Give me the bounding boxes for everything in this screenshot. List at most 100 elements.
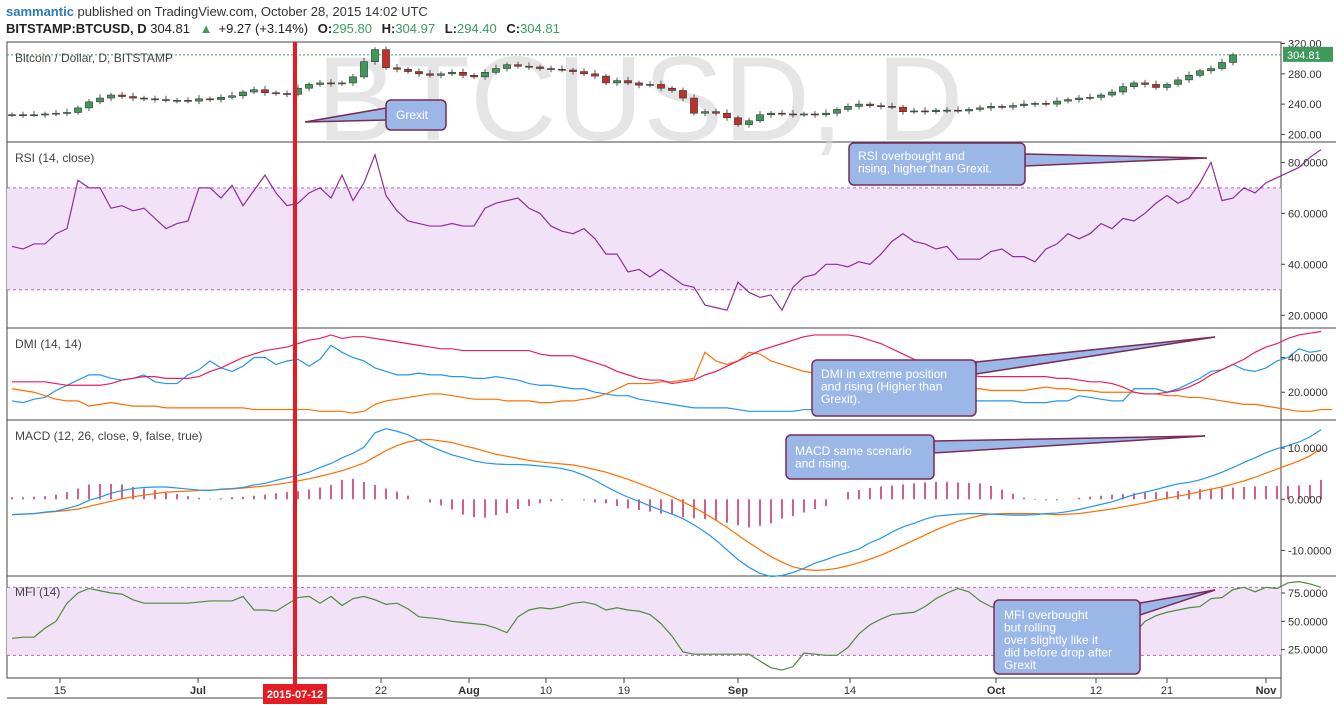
author-link[interactable]: sammantic <box>6 4 74 19</box>
y-tick-label: 0.0000 <box>1288 494 1322 506</box>
candle <box>338 82 346 85</box>
candle <box>800 113 808 116</box>
pane-title: MACD (12, 26, close, 9, false, true) <box>15 429 202 443</box>
callout-text: but rolling <box>1004 621 1056 635</box>
candle <box>261 89 269 94</box>
candle <box>1174 79 1182 85</box>
candle <box>492 68 500 73</box>
candle <box>272 92 280 95</box>
candle <box>107 94 115 99</box>
candle <box>954 109 962 112</box>
candle <box>283 93 291 95</box>
callout-text: over slightly like it <box>1004 633 1099 647</box>
candle <box>228 95 236 98</box>
candle <box>371 49 379 62</box>
candle <box>217 97 225 100</box>
dmi-minus-line <box>11 351 1332 414</box>
callout-text: RSI overbought and <box>858 149 965 163</box>
pane-title: RSI (14, close) <box>15 151 94 165</box>
y-tick-label: 25.0000 <box>1288 645 1328 657</box>
candle <box>52 112 60 115</box>
candle <box>415 71 423 75</box>
candle <box>844 106 852 110</box>
candle <box>481 72 489 78</box>
candle <box>327 82 335 85</box>
callout-box <box>993 599 1141 675</box>
macd-line <box>11 428 1322 578</box>
candle <box>778 112 786 115</box>
candle <box>756 114 764 122</box>
dmi-plus-line <box>11 344 1322 412</box>
x-tick-label: Aug <box>458 685 479 697</box>
x-tick-label: 19 <box>618 685 630 697</box>
x-tick-label: Oct <box>987 685 1006 697</box>
candle <box>1108 91 1116 96</box>
candle <box>437 73 445 76</box>
candle <box>525 65 533 68</box>
y-tick-label: 60.0000 <box>1288 208 1328 220</box>
x-tick-label: Jul <box>190 685 206 697</box>
candle <box>1086 97 1094 99</box>
candle <box>162 99 170 101</box>
symbol-label: BITSTAMP:BTCUSD, D <box>6 21 147 36</box>
rsi-band <box>7 187 1281 290</box>
x-tick-label: 12 <box>1090 685 1102 697</box>
candle <box>822 112 830 116</box>
callout-pointer <box>933 435 1206 454</box>
candle <box>1185 75 1193 81</box>
candle <box>195 98 203 102</box>
last-price: 304.81 <box>150 21 190 36</box>
event-marker-date: 2015-07-12 <box>267 689 323 701</box>
y-tick-label: 40.0000 <box>1288 353 1328 365</box>
change-up-icon: ▲ <box>199 21 213 36</box>
candle <box>360 61 368 78</box>
publish-text: published on TradingView.com, October 28… <box>77 4 428 19</box>
callout-box <box>785 434 935 480</box>
y-tick-label: -10.0000 <box>1288 545 1331 557</box>
candle <box>173 100 181 102</box>
candle <box>30 114 38 117</box>
x-tick-label: 14 <box>844 685 856 697</box>
candle <box>1163 84 1171 88</box>
candle <box>151 98 159 101</box>
candle <box>569 69 577 72</box>
x-tick-label: 22 <box>375 685 387 697</box>
open-value: 295.80 <box>332 21 372 36</box>
candle <box>998 106 1006 108</box>
candle <box>85 101 93 109</box>
candle <box>1020 103 1028 106</box>
callout-box <box>811 359 977 417</box>
callout-box <box>848 142 1026 186</box>
callout-text: DMI in extreme position <box>821 367 947 381</box>
candle <box>536 66 544 69</box>
candle <box>1042 103 1050 105</box>
candle <box>668 87 676 91</box>
candle <box>1218 62 1226 69</box>
candle <box>1064 99 1072 102</box>
candle <box>613 80 621 84</box>
candle <box>63 112 71 114</box>
y-tick-label: 20.0000 <box>1288 310 1328 322</box>
callout-text: and rising. <box>795 457 850 471</box>
y-tick-label: 50.0000 <box>1288 616 1328 628</box>
candle <box>855 103 863 107</box>
candle <box>118 94 126 97</box>
adx-line <box>12 330 1322 395</box>
candle <box>965 109 973 112</box>
candle <box>1075 97 1083 100</box>
candle <box>470 75 478 78</box>
candle <box>239 91 247 97</box>
candle <box>503 64 511 69</box>
candle <box>976 107 984 110</box>
candle <box>1130 82 1138 87</box>
close-label: C: <box>506 21 521 36</box>
candle <box>404 68 412 72</box>
candle <box>1009 105 1017 108</box>
candle <box>1141 82 1149 85</box>
candle <box>602 75 610 84</box>
y-tick-label: 200.00 <box>1288 129 1322 141</box>
y-tick-label: 280.00 <box>1288 69 1322 81</box>
candle <box>19 114 27 117</box>
high-value: 304.97 <box>395 21 436 36</box>
